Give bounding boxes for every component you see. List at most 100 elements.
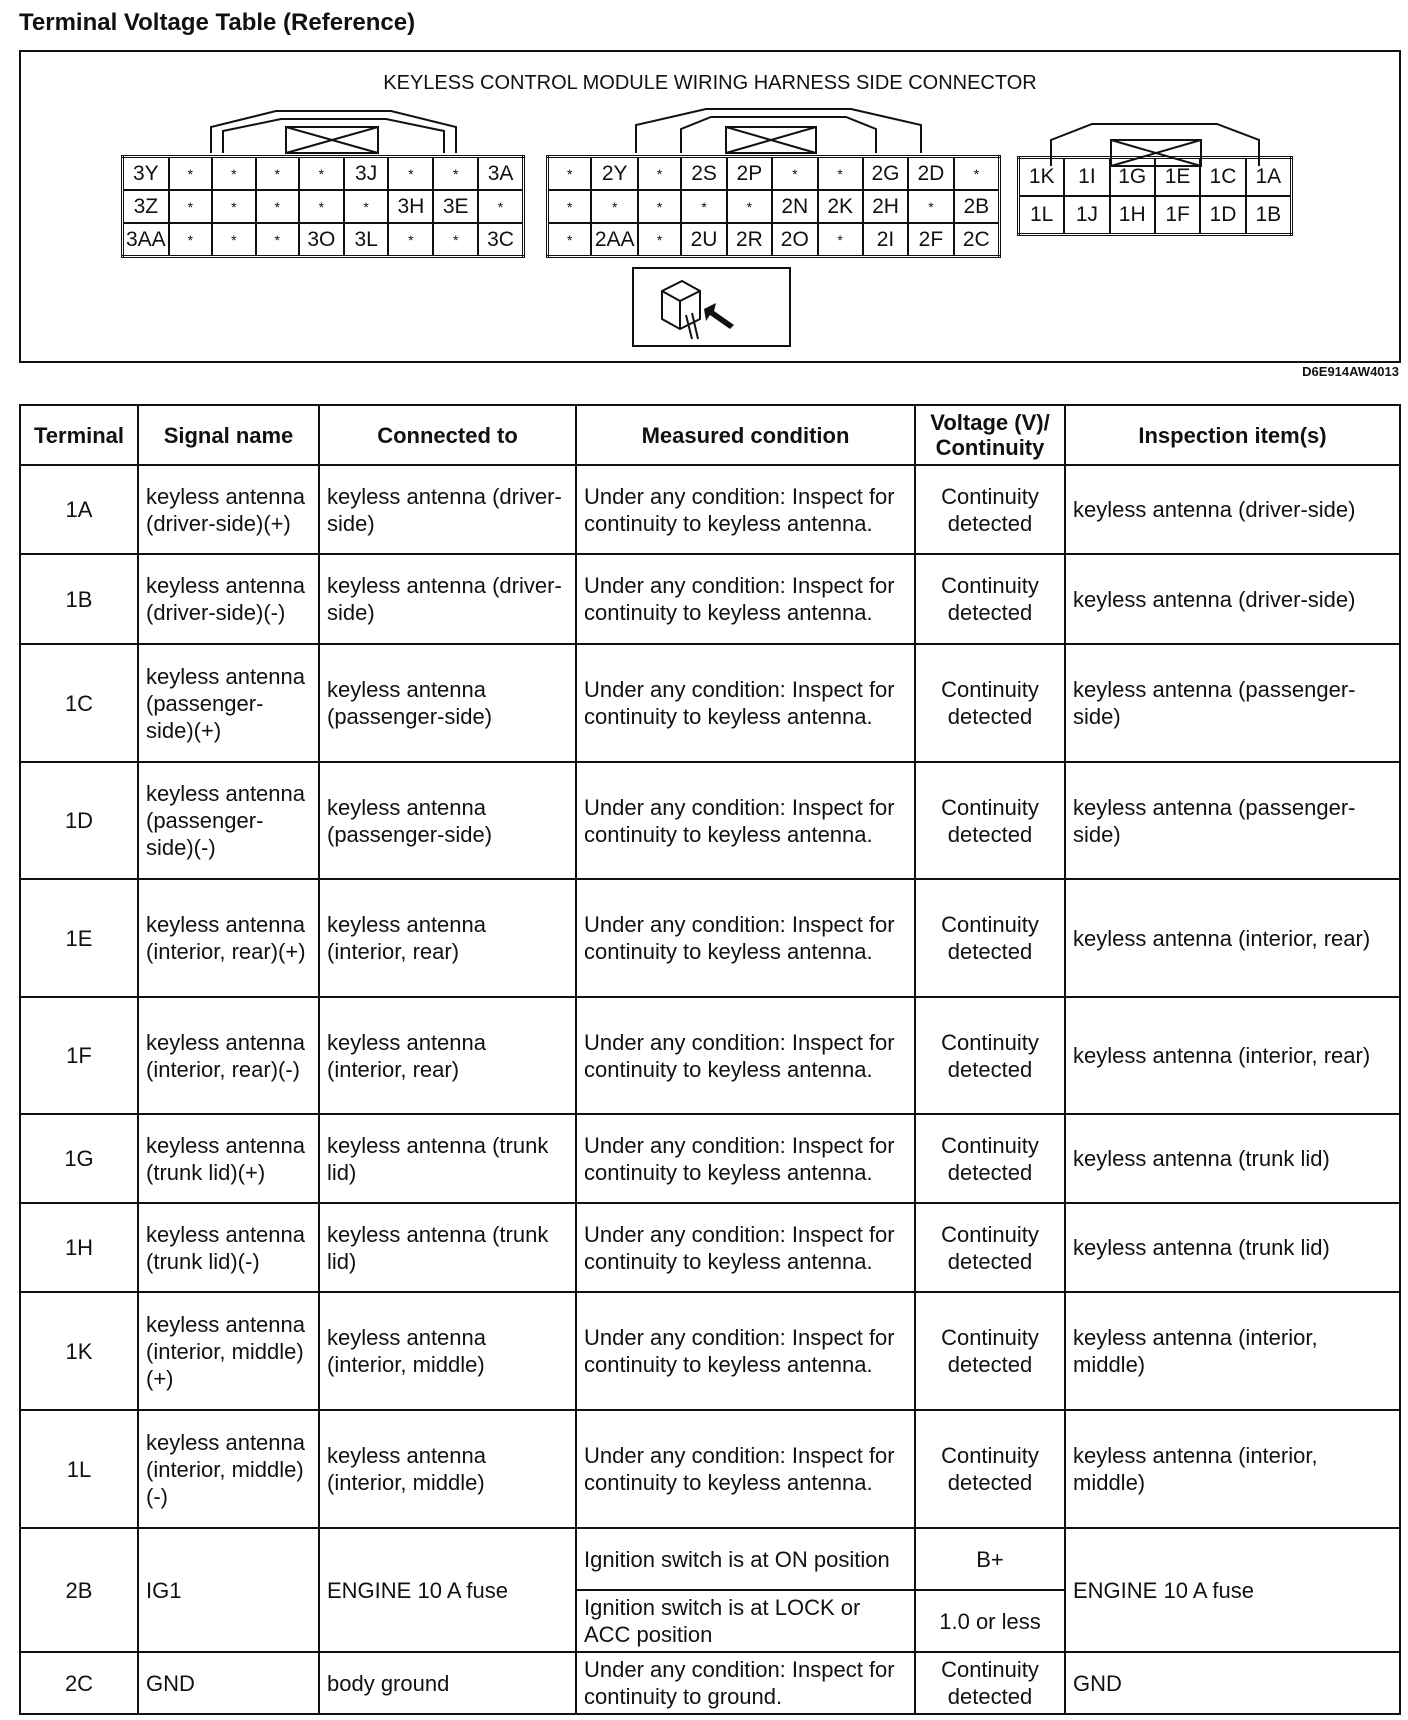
cell-connected: keyless antenna (interior, middle)	[318, 1409, 577, 1529]
pin-cell: *	[211, 155, 257, 191]
pin-cell: 3C	[477, 222, 525, 258]
pin-cell: *	[167, 155, 214, 191]
cell-value: Continuity detected	[914, 553, 1066, 645]
cell-value: 1.0 or less	[914, 1589, 1066, 1653]
connector-hood-icon	[635, 108, 922, 154]
cell-signal: keyless antenna (interior, rear)(-)	[137, 996, 320, 1115]
cell-connected: keyless antenna (interior, rear)	[318, 878, 577, 998]
pin-cell: *	[211, 189, 257, 224]
pin-cell: *	[546, 189, 593, 224]
cell-value: Continuity detected	[914, 1113, 1066, 1204]
cell-inspection: keyless antenna (trunk lid)	[1064, 1202, 1401, 1293]
pin-cell: 1I	[1063, 156, 1111, 197]
pin-grid: 3Y * * * * 3J * * 3A 3Z * * * * * 3H 3E * 3AA * * * 3O 3L * * 3C	[121, 155, 525, 258]
connector-view-icon	[632, 267, 791, 347]
cell-terminal: 1B	[19, 553, 139, 645]
table-row: 1D keyless antenna (passenger-side)(-) key…	[19, 761, 1401, 880]
cell-terminal: 2C	[19, 1651, 139, 1715]
cell-signal: keyless antenna (interior, middle)(+)	[137, 1291, 320, 1411]
cell-signal: keyless antenna (trunk lid)(+)	[137, 1113, 320, 1204]
pin-cell: *	[167, 222, 214, 258]
cell-inspection: keyless antenna (interior, middle)	[1064, 1409, 1401, 1529]
table-row: 1B keyless antenna (driver-side)(-) keyles…	[19, 553, 1401, 645]
figure-code: D6E914AW4013	[1302, 364, 1399, 379]
pin-cell: 2K	[816, 189, 864, 224]
cell-inspection: ENGINE 10 A fuse	[1064, 1527, 1401, 1653]
cell-inspection: GND	[1064, 1651, 1401, 1715]
cell-signal: IG1	[137, 1527, 320, 1653]
pin-cell: *	[771, 155, 819, 191]
cell-condition: Under any condition: Inspect for continu…	[575, 1202, 916, 1293]
cell-signal: keyless antenna (interior, middle)(-)	[137, 1409, 320, 1529]
cell-value: B+	[914, 1527, 1066, 1591]
pin-cell: 2R	[725, 222, 774, 258]
pin-cell: 3L	[342, 222, 390, 258]
column-header: Inspection item(s)	[1064, 404, 1401, 466]
pin-cell: *	[254, 222, 300, 258]
cell-value: Continuity detected	[914, 643, 1066, 763]
pin-cell: 2O	[771, 222, 819, 258]
cell-value: Continuity detected	[914, 464, 1066, 555]
pin-grid: * 2Y * 2S 2P * * 2G 2D * * * * * * 2N 2K 2H * 2B * 2AA * 2U 2R 2O…	[546, 155, 1001, 258]
connector-2: * 2Y * 2S 2P * * 2G 2D * * * * * * 2N 2K 2H * 2B * 2AA * 2U 2R 2O…	[546, 105, 1001, 258]
cell-value: Continuity detected	[914, 761, 1066, 880]
pin-cell: 2N	[771, 189, 819, 224]
terminal-voltage-table: Terminal Signal name Connected to Measured …	[19, 404, 1401, 1715]
pin-cell: *	[952, 155, 1001, 191]
cell-inspection: keyless antenna (interior, rear)	[1064, 996, 1401, 1115]
pin-cell: 3E	[432, 189, 480, 224]
pin-cell: 1G	[1108, 156, 1156, 197]
cell-signal: keyless antenna (passenger-side)(-)	[137, 761, 320, 880]
cell-terminal: 1K	[19, 1291, 139, 1411]
cell-connected: keyless antenna (driver-side)	[318, 553, 577, 645]
cell-condition: Under any condition: Inspect for continu…	[575, 643, 916, 763]
pin-cell: *	[432, 222, 480, 258]
pin-cell: 2F	[907, 222, 955, 258]
pin-cell: 3Y	[121, 155, 170, 191]
cell-signal: keyless antenna (driver-side)(-)	[137, 553, 320, 645]
cell-condition: Under any condition: Inspect for continu…	[575, 464, 916, 555]
pin-cell: *	[477, 189, 525, 224]
pin-cell: *	[211, 222, 257, 258]
cell-condition: Under any condition: Inspect for continu…	[575, 1651, 916, 1715]
connector-diagram: KEYLESS CONTROL MODULE WIRING HARNESS SI…	[19, 50, 1401, 363]
diagram-title: KEYLESS CONTROL MODULE WIRING HARNESS SI…	[383, 72, 1037, 94]
pin-cell: *	[907, 189, 955, 224]
cell-value: Continuity detected	[914, 1409, 1066, 1529]
pin-cell: *	[387, 222, 435, 258]
pin-cell: *	[297, 155, 345, 191]
pin-cell: 2C	[952, 222, 1001, 258]
connector-1: 1K 1I 1G 1E 1C 1A 1L 1J 1H 1F 1D 1B	[1017, 118, 1293, 236]
cell-signal: keyless antenna (passenger-side)(+)	[137, 643, 320, 763]
pin-cell: 3H	[387, 189, 435, 224]
table-row: 1F keyless antenna (interior, rear)(-) key…	[19, 996, 1401, 1115]
pin-cell: 3A	[477, 155, 525, 191]
cell-connected: keyless antenna (passenger-side)	[318, 761, 577, 880]
pin-cell: 1F	[1153, 195, 1202, 236]
pin-cell: *	[636, 189, 683, 224]
pin-cell: *	[725, 189, 774, 224]
table-row: 1L keyless antenna (interior, middle)(-) k…	[19, 1409, 1401, 1529]
pin-cell: 2AA	[590, 222, 639, 258]
pin-cell: 1H	[1108, 195, 1156, 236]
cell-value: Continuity detected	[914, 996, 1066, 1115]
pin-cell: 2U	[680, 222, 728, 258]
pin-cell: 1C	[1199, 156, 1247, 197]
pin-cell: 1D	[1199, 195, 1247, 236]
column-header: Voltage (V)/ Continuity	[914, 404, 1066, 466]
pin-cell: *	[636, 222, 683, 258]
cell-connected: keyless antenna (interior, rear)	[318, 996, 577, 1115]
column-header: Connected to	[318, 404, 577, 466]
pin-cell: *	[254, 189, 300, 224]
cell-terminal: 1L	[19, 1409, 139, 1529]
pin-cell: 2I	[861, 222, 910, 258]
connector-3: 3Y * * * * 3J * * 3A 3Z * * * * * 3H 3E * 3AA * * * 3O 3L * * 3C	[121, 105, 525, 258]
pin-cell: *	[816, 155, 864, 191]
harness-side-arrow-icon	[661, 279, 734, 340]
cell-terminal: 1C	[19, 643, 139, 763]
cell-condition: Under any condition: Inspect for continu…	[575, 761, 916, 880]
cell-connected: keyless antenna (interior, middle)	[318, 1291, 577, 1411]
cell-terminal: 1A	[19, 464, 139, 555]
table-row: 1H keyless antenna (trunk lid)(-) keyless …	[19, 1202, 1401, 1293]
table-row: 2C GND body ground Under any condition: Ins…	[19, 1651, 1401, 1715]
